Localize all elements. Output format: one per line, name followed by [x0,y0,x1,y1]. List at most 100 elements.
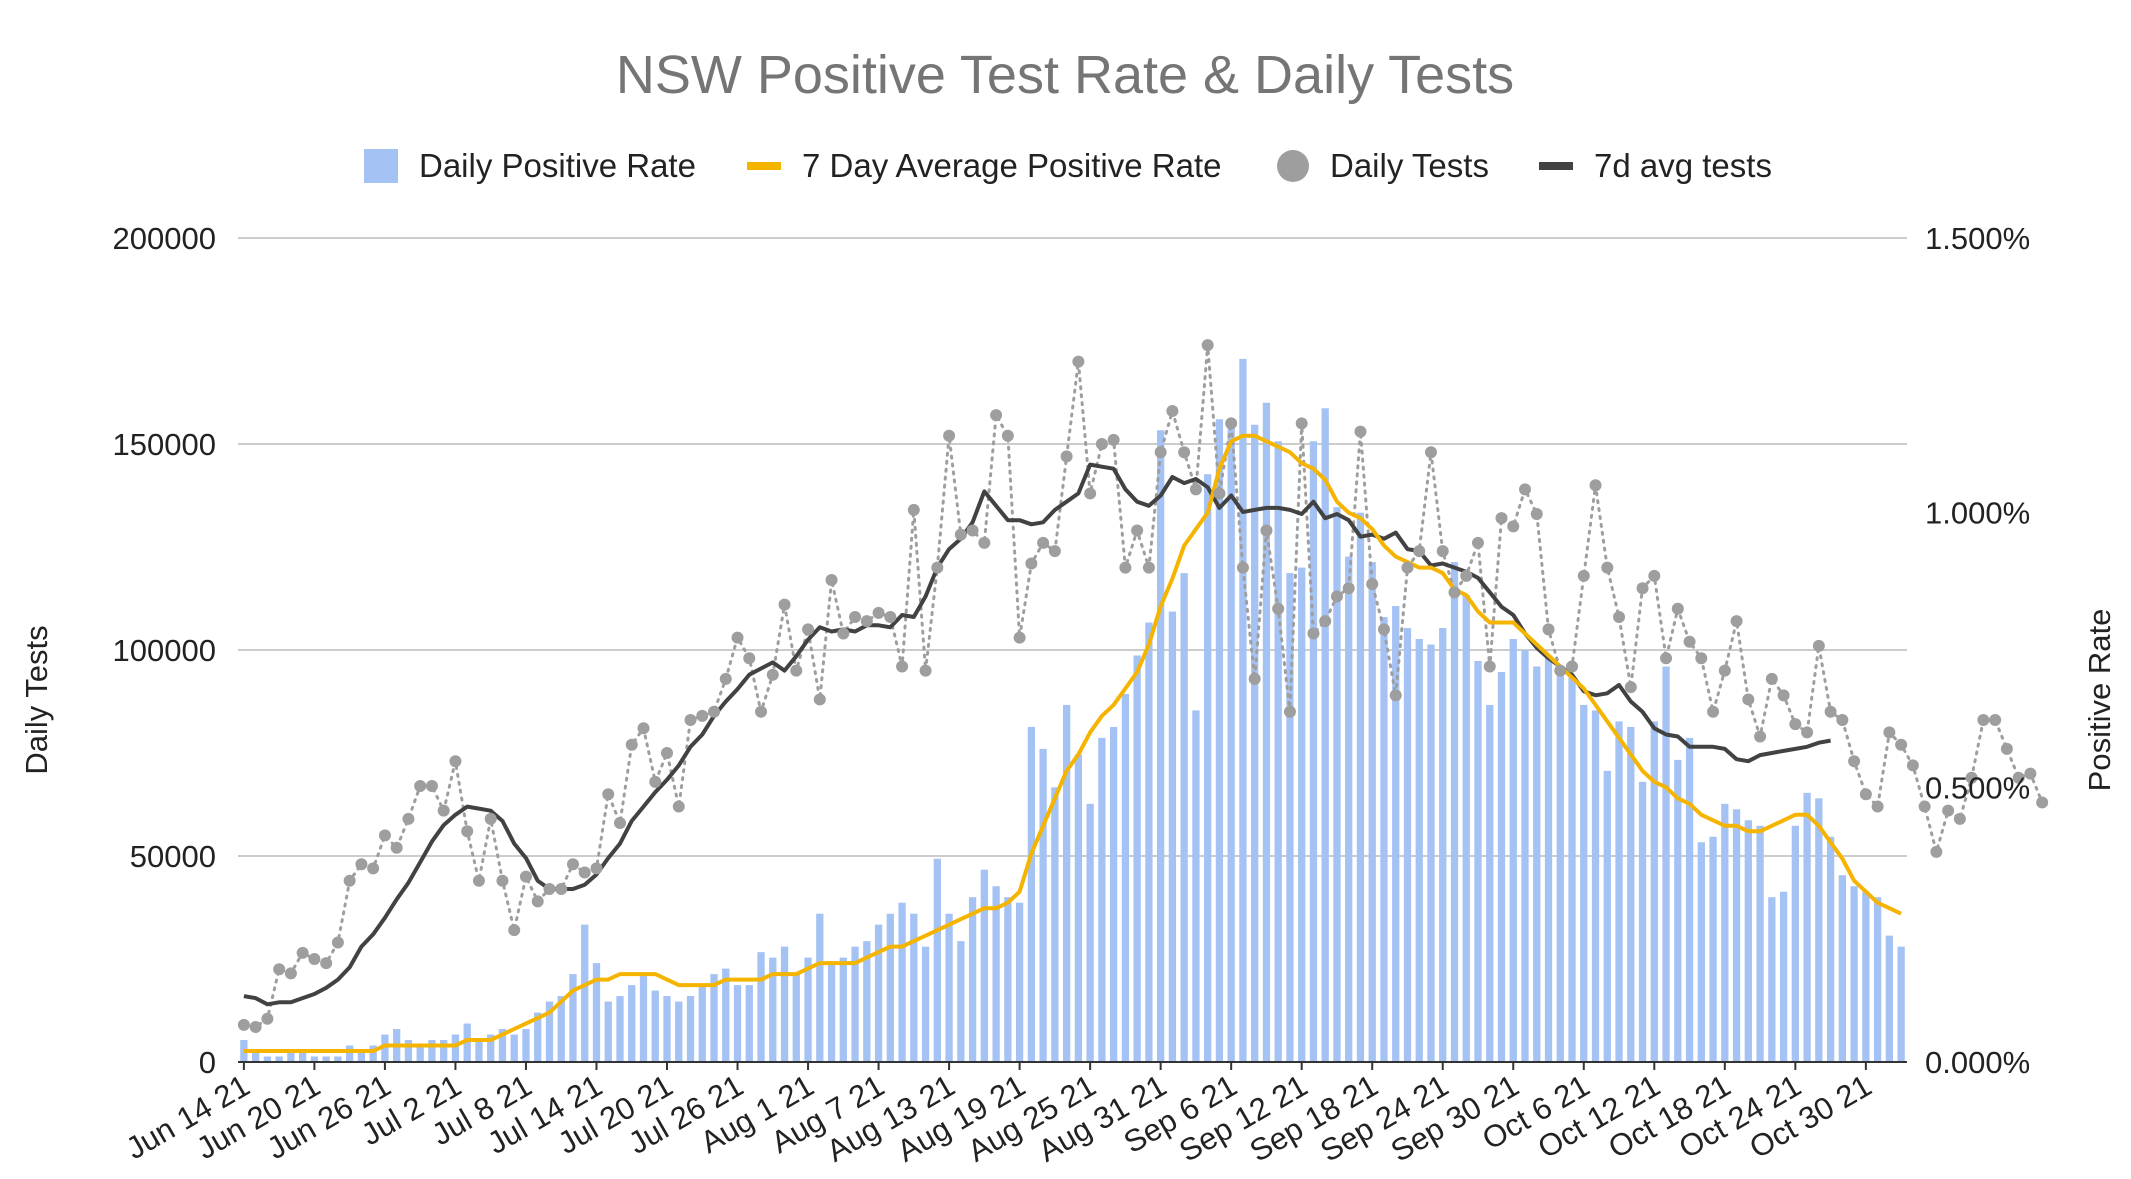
point-daily-tests [331,936,344,949]
chart-title: NSW Positive Test Rate & Daily Tests [616,45,1514,105]
point-daily-tests [602,788,615,801]
legend: Daily Positive Rate 7 Day Average Positi… [364,147,1772,184]
point-daily-tests [731,631,744,644]
point-daily-tests [813,693,826,706]
point-daily-tests [919,664,932,677]
bar-daily-positive-rate [1227,419,1235,1062]
legend-swatch-daily-tests [1277,150,1309,182]
bar-daily-positive-rate [1556,666,1564,1062]
bar-daily-positive-rate [510,1034,518,1062]
point-daily-tests [1671,602,1684,615]
point-daily-tests [1871,800,1884,813]
y-axis-left-title: Daily Tests [19,625,54,774]
bar-daily-positive-rate [487,1034,495,1062]
legend-label-7d-avg-tests: 7d avg tests [1594,147,1772,184]
point-daily-tests [1307,627,1320,640]
bar-daily-positive-rate [1051,787,1059,1062]
point-daily-tests [860,615,873,628]
y-axis-left-ticks: 0 50000 100000 150000 200000 [113,221,216,1080]
point-daily-tests [1848,755,1861,768]
point-daily-tests [367,862,380,875]
legend-swatch-7d-avg-tests [1539,162,1573,170]
point-daily-tests [1178,446,1191,459]
bar-daily-positive-rate [1298,567,1306,1062]
bar-daily-positive-rate [1779,891,1788,1062]
bar-daily-positive-rate [1062,704,1071,1062]
point-daily-tests [1142,561,1155,574]
y-tick-label: 150000 [113,427,216,462]
point-daily-tests [414,779,427,792]
point-daily-tests [1330,590,1343,603]
y2-tick-label: 1.000% [1925,496,2030,531]
bar-daily-positive-rate [1826,836,1835,1062]
point-daily-tests [1601,561,1614,574]
point-daily-tests [954,528,967,541]
point-daily-tests [1930,845,1943,858]
point-daily-tests [1942,804,1955,817]
bar-daily-positive-rate [1803,792,1811,1062]
bar-daily-positive-rate [1650,721,1658,1062]
point-daily-tests [1377,623,1390,636]
bar-daily-positive-rate [1862,891,1870,1062]
bar-daily-positive-rate [757,952,765,1062]
point-daily-tests [637,722,650,735]
point-daily-tests [543,882,556,895]
bar-daily-positive-rate [1133,655,1141,1062]
line-7-day-average-positive-rate [243,433,1902,1053]
point-daily-tests [884,611,897,624]
point-daily-tests [1636,582,1649,595]
point-daily-tests [802,623,815,636]
bar-daily-positive-rate [1521,650,1529,1062]
point-daily-tests [684,714,697,727]
point-daily-tests [825,573,838,586]
point-daily-tests [1812,639,1825,652]
bar-daily-positive-rate [534,1012,542,1062]
bar-daily-positive-rate [992,886,1000,1062]
point-daily-tests [672,800,685,813]
bar-daily-positive-rate [616,996,624,1062]
bar-daily-positive-rate [1815,798,1823,1062]
bar-daily-positive-rate [240,1040,248,1062]
bar-daily-positive-rate [322,1056,330,1062]
bar-daily-positive-rate [968,897,977,1062]
point-daily-tests [661,747,674,759]
bar-daily-positive-rate [1321,408,1329,1062]
bar-daily-positive-rate [1721,803,1729,1062]
point-daily-tests [1460,569,1473,582]
point-daily-tests [1801,726,1814,739]
point-daily-tests [1824,705,1837,718]
bar-daily-positive-rate [1544,655,1553,1062]
bar-daily-positive-rate [910,913,918,1062]
point-daily-tests [931,561,944,574]
point-daily-tests [1718,664,1731,677]
point-daily-tests [1542,623,1555,636]
bar-daily-positive-rate [1627,726,1635,1062]
bar-daily-positive-rate [1850,886,1858,1062]
bar-daily-positive-rate [1615,721,1623,1062]
bar-daily-positive-rate [1204,474,1212,1062]
bar-daily-positive-rate [440,1040,448,1062]
bar-daily-positive-rate [1262,402,1271,1062]
point-daily-tests [296,946,309,959]
bar-daily-positive-rate [827,963,836,1062]
bar-daily-positive-rate [369,1045,377,1062]
point-daily-tests [273,963,286,976]
bar-daily-positive-rate [1380,617,1388,1062]
bar-daily-positive-rate [1568,677,1576,1062]
legend-label-daily-tests: Daily Tests [1330,147,1489,184]
bar-daily-positive-rate [886,913,894,1062]
point-daily-tests [484,812,497,825]
point-daily-tests [2000,742,2013,755]
bar-daily-positive-rate [1791,825,1799,1062]
point-daily-tests [837,627,850,640]
point-daily-tests [708,705,721,718]
bar-daily-positive-rate [1415,639,1423,1062]
point-daily-tests [1989,714,2002,727]
point-daily-tests [2024,767,2037,780]
bar-daily-positive-rate [1368,562,1376,1062]
point-daily-tests [1683,635,1696,648]
bar-daily-positive-rate [299,1051,307,1062]
bar-daily-positive-rate [1098,737,1106,1062]
point-daily-tests [1577,569,1590,582]
